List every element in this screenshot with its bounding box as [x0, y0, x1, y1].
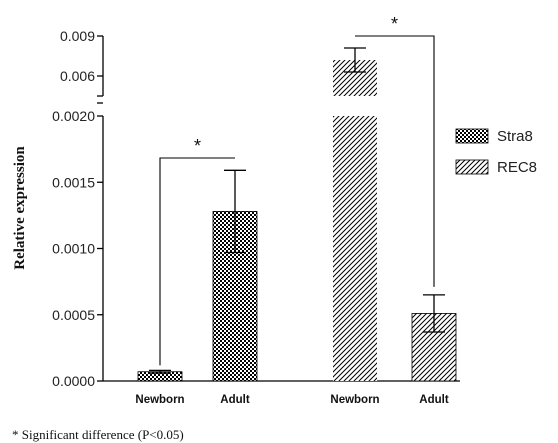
significance-star: *	[194, 136, 201, 156]
y-tick-label: 0.009	[60, 28, 95, 44]
significance-bracket	[355, 35, 435, 287]
significance-brackets: **	[159, 14, 435, 366]
axes: 0.0000 0.0005 0.0010 0.0015 0.0020 0.006 0.009	[52, 28, 460, 389]
category-label: Adult	[220, 394, 250, 406]
legend: Stra8 REC8	[455, 128, 537, 176]
category-label: Newborn	[135, 394, 184, 406]
y-tick-label: 0.0005	[52, 307, 95, 323]
bar	[333, 116, 377, 381]
legend-swatch	[455, 159, 489, 175]
y-tick-label: 0.0010	[52, 241, 95, 257]
y-tick-label: 0.0000	[52, 373, 95, 389]
y-tick-label: 0.0020	[52, 108, 95, 124]
error-bars	[149, 47, 445, 374]
significance-star: *	[391, 14, 398, 34]
category-label: Adult	[419, 394, 449, 406]
legend-swatch	[455, 128, 489, 144]
category-label: Newborn	[330, 394, 379, 406]
y-tick-label: 0.006	[60, 68, 95, 84]
category-labels: Newborn Adult Newborn Adult	[135, 394, 448, 406]
y-tick-label: 0.0015	[52, 174, 95, 190]
legend-label: REC8	[497, 159, 537, 176]
footnote: * Significant difference (P<0.05)	[12, 427, 184, 442]
bars	[137, 60, 457, 382]
significance-bracket	[159, 157, 235, 366]
y-axis-label: Relative expression	[12, 146, 28, 270]
legend-label: Stra8	[497, 128, 533, 145]
